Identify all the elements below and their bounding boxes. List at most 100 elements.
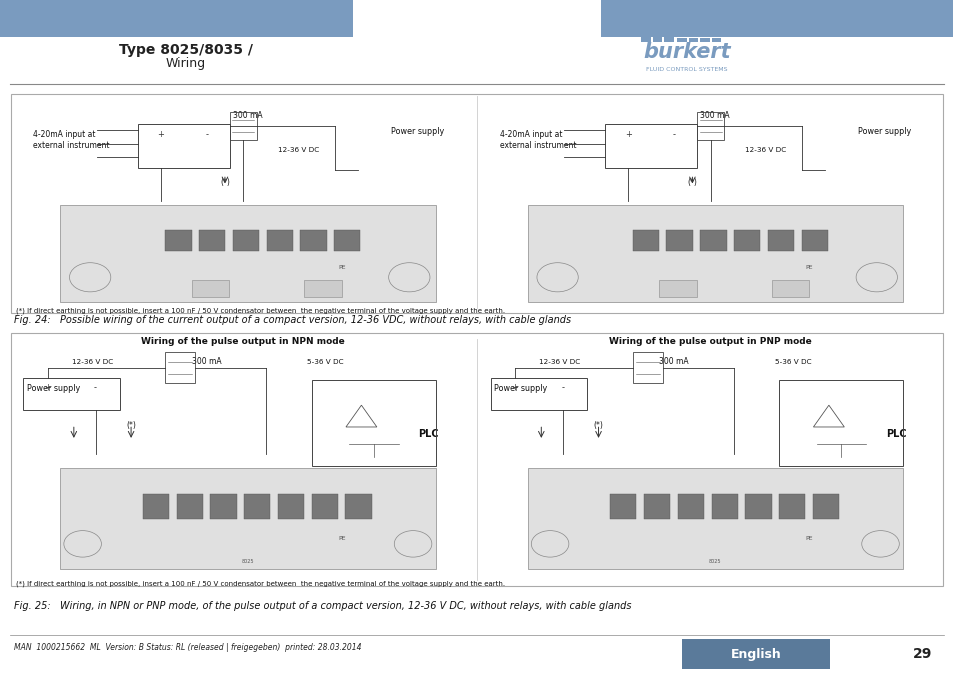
Bar [192, 280, 229, 297]
Bar [812, 494, 839, 518]
Text: 12-36 V DC: 12-36 V DC [538, 359, 579, 365]
Text: FLUID CONTROL SYSTEMS: FLUID CONTROL SYSTEMS [645, 67, 727, 72]
Bar [733, 229, 760, 251]
Bar [210, 494, 236, 518]
Text: PLC: PLC [418, 429, 438, 439]
Text: 5-36 V DC: 5-36 V DC [307, 359, 344, 365]
Text: 300 mA: 300 mA [192, 357, 221, 366]
Text: (*) If direct earthing is not possible, insert a 100 nF / 50 V condensator betwe: (*) If direct earthing is not possible, … [16, 580, 505, 587]
Text: Power supply: Power supply [27, 384, 80, 394]
Bar [666, 229, 692, 251]
Text: 29: 29 [912, 647, 931, 661]
Bar [659, 280, 696, 297]
Text: (*): (*) [126, 421, 136, 430]
Text: 5-36 V DC: 5-36 V DC [774, 359, 811, 365]
Bar [711, 494, 737, 518]
Bar [176, 494, 203, 518]
Bar [244, 494, 270, 518]
Bar [11, 94, 942, 313]
Text: 300 mA: 300 mA [700, 111, 729, 120]
Text: PE: PE [804, 265, 812, 270]
Bar [60, 468, 436, 569]
Bar [11, 333, 942, 586]
Bar [199, 229, 225, 251]
Text: Power supply: Power supply [390, 127, 443, 137]
Text: 12-36 V DC: 12-36 V DC [277, 147, 318, 153]
Bar [632, 229, 659, 251]
Bar [312, 380, 436, 466]
Bar [233, 229, 259, 251]
Bar [138, 124, 230, 168]
Text: PE: PE [337, 265, 345, 270]
Text: PE: PE [804, 536, 812, 541]
Text: 12-36 V DC: 12-36 V DC [744, 147, 785, 153]
Text: Wiring of the pulse output in NPN mode: Wiring of the pulse output in NPN mode [141, 336, 345, 346]
Bar [610, 494, 636, 518]
Text: PE: PE [337, 536, 345, 541]
Text: (*): (*) [593, 421, 603, 430]
Text: -: - [561, 384, 564, 392]
Text: 4-20mA input at
external instrument: 4-20mA input at external instrument [499, 131, 576, 149]
Bar [600, 0, 953, 37]
Bar [688, 38, 698, 42]
Text: Fig. 25:   Wiring, in NPN or PNP mode, of the pulse output of a compact version,: Fig. 25: Wiring, in NPN or PNP mode, of … [14, 601, 631, 610]
Bar [334, 229, 360, 251]
Bar [60, 205, 436, 302]
Text: +: + [624, 131, 631, 139]
Bar [605, 124, 697, 168]
Text: 4-20mA input at
external instrument: 4-20mA input at external instrument [32, 131, 109, 149]
Text: Fig. 24:   Possible wiring of the current output of a compact version, 12-36 VDC: Fig. 24: Possible wiring of the current … [14, 315, 571, 324]
Text: English: English [730, 647, 781, 661]
Bar [767, 229, 793, 251]
Bar [779, 494, 804, 518]
Bar [677, 494, 703, 518]
Bar [304, 280, 341, 297]
Bar [312, 494, 337, 518]
Text: Wiring of the pulse output in PNP mode: Wiring of the pulse output in PNP mode [609, 336, 811, 346]
Bar [677, 38, 686, 42]
Text: Power supply: Power supply [857, 127, 910, 137]
Bar [711, 38, 720, 42]
Text: 300 mA: 300 mA [233, 111, 262, 120]
Bar [491, 378, 586, 410]
Bar [165, 229, 192, 251]
Bar [165, 353, 195, 383]
Bar [700, 229, 726, 251]
Bar [632, 353, 662, 383]
Text: Wiring: Wiring [166, 57, 206, 71]
Bar [230, 112, 256, 140]
Bar [300, 229, 326, 251]
Bar [697, 112, 723, 140]
Bar [0, 0, 353, 37]
Bar [277, 494, 304, 518]
Bar [681, 639, 829, 669]
Text: -: - [672, 131, 675, 139]
Bar [640, 36, 650, 42]
Bar [663, 36, 673, 42]
Text: MAN  1000215662  ML  Version: B Status: RL (released | freigegeben)  printed: 28: MAN 1000215662 ML Version: B Status: RL … [14, 643, 361, 652]
Bar [527, 468, 902, 569]
Text: 8025: 8025 [241, 559, 253, 563]
Bar [345, 494, 372, 518]
Bar [643, 494, 670, 518]
Bar [700, 38, 709, 42]
Text: -: - [94, 384, 97, 392]
Text: 12-36 V DC: 12-36 V DC [71, 359, 112, 365]
Text: (*): (*) [220, 178, 230, 187]
Text: +: + [511, 384, 517, 392]
Bar [779, 380, 902, 466]
Bar [24, 378, 119, 410]
Bar [266, 229, 293, 251]
Bar [652, 36, 661, 42]
Bar [801, 229, 827, 251]
Text: +: + [157, 131, 164, 139]
Text: (*) If direct earthing is not possible, insert a 100 nF / 50 V condensator betwe: (*) If direct earthing is not possible, … [16, 307, 505, 314]
Text: +: + [44, 384, 51, 392]
Text: 300 mA: 300 mA [659, 357, 688, 366]
Bar [771, 280, 808, 297]
Bar [527, 205, 902, 302]
Text: 8025: 8025 [708, 559, 720, 563]
Text: burkert: burkert [642, 42, 730, 62]
Text: -: - [205, 131, 208, 139]
Text: Power supply: Power supply [494, 384, 547, 394]
